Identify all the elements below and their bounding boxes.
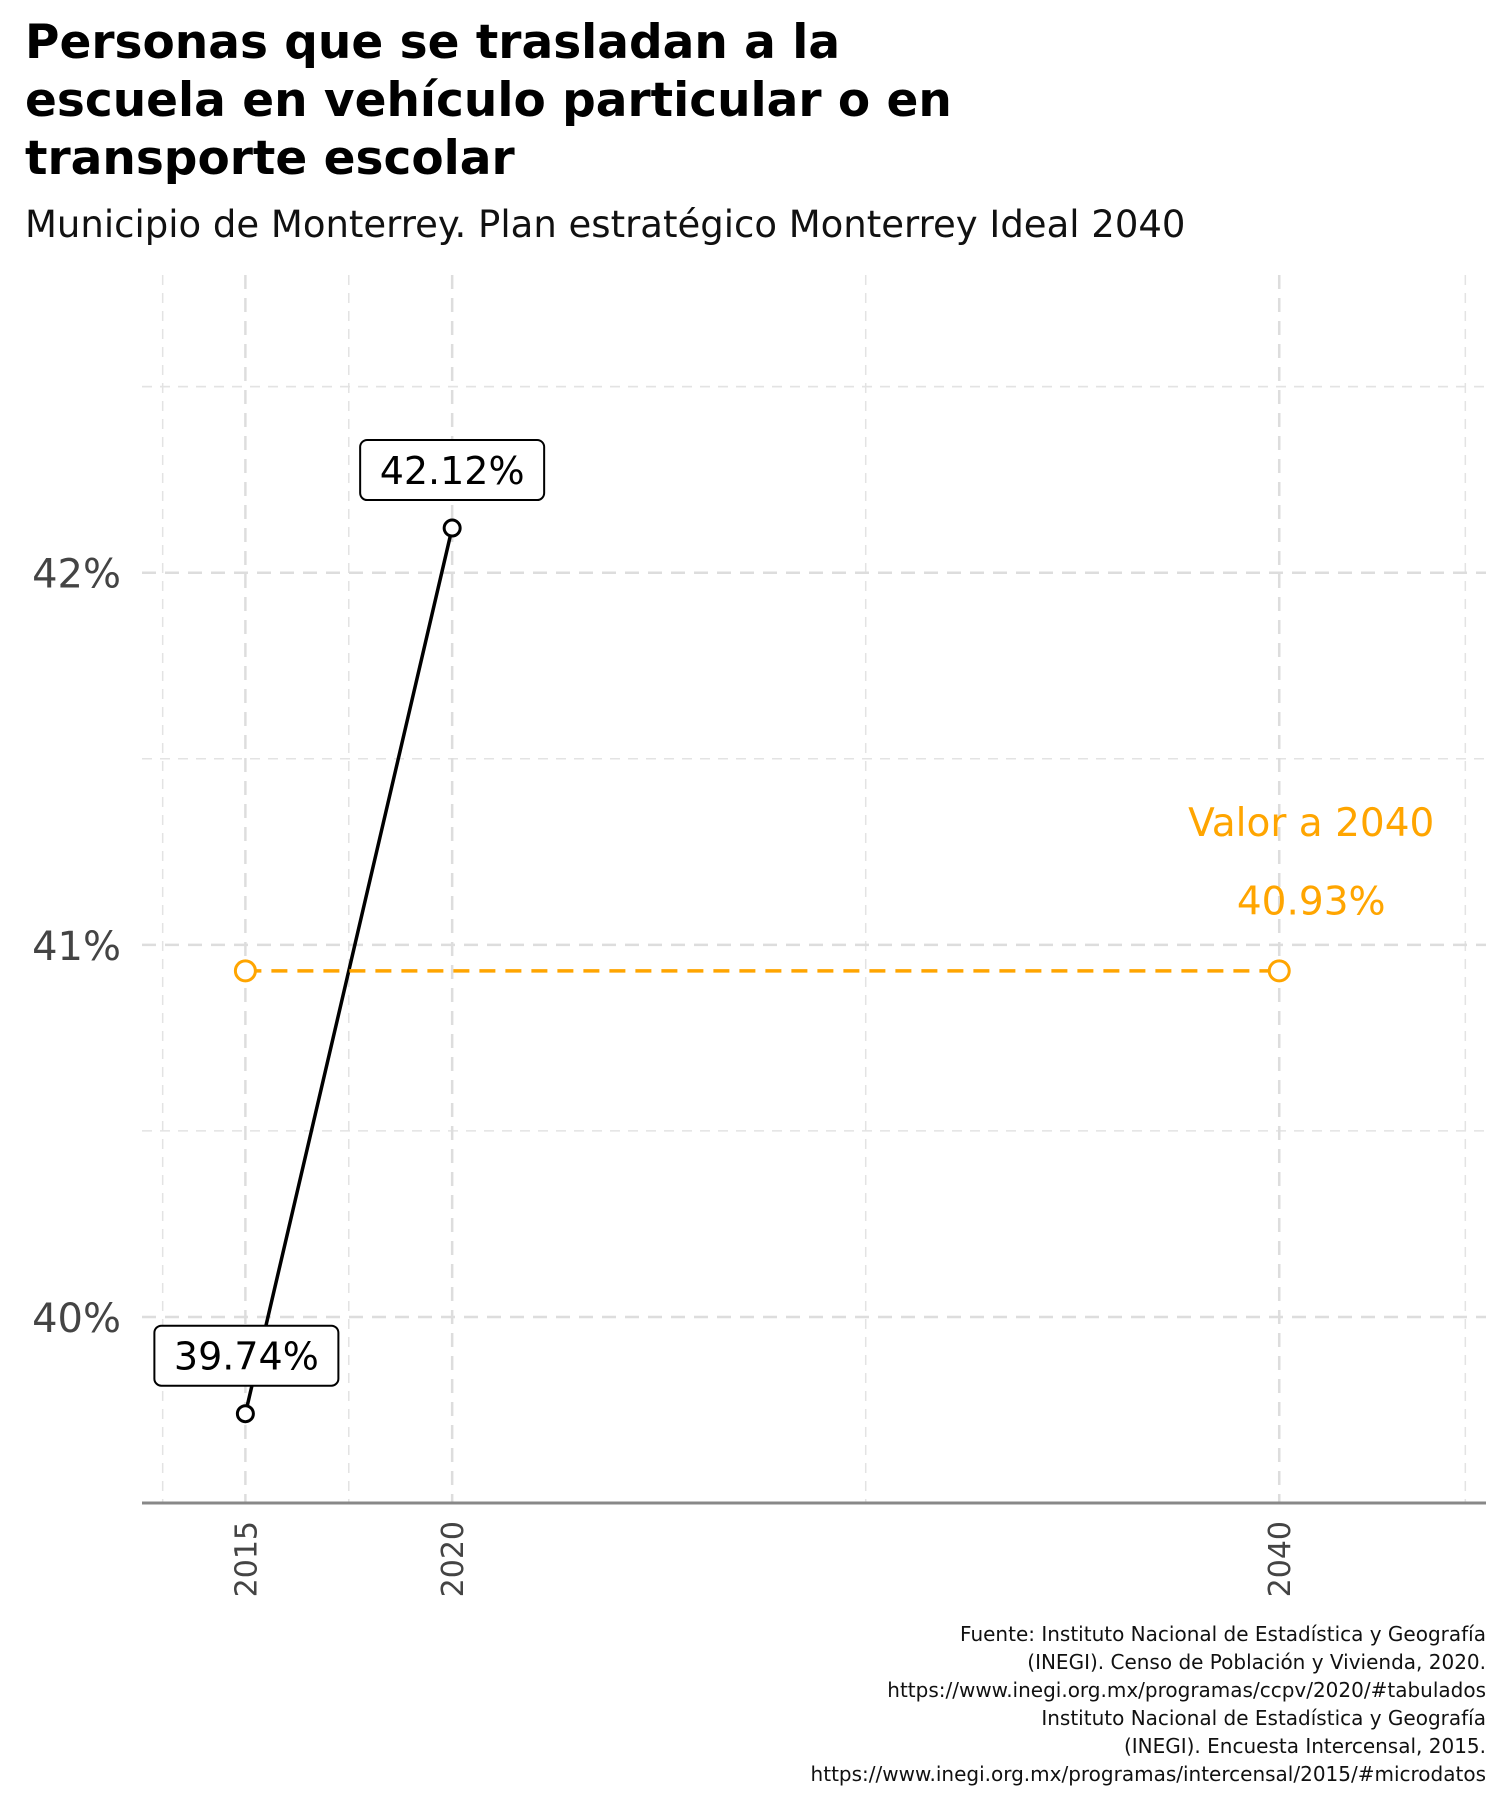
data-label: 39.74% bbox=[174, 1335, 319, 1379]
caption-line: (INEGI). Encuesta Intercensal, 2015. bbox=[1123, 1734, 1486, 1758]
caption-line: https://www.inegi.org.mx/programas/inter… bbox=[810, 1762, 1486, 1786]
caption-line: (INEGI). Censo de Población y Vivienda, … bbox=[1027, 1650, 1486, 1674]
x-tick-label: 2015 bbox=[229, 1521, 264, 1597]
y-tick-label: 42% bbox=[32, 552, 121, 598]
chart-title: Personas que se trasladan a la escuela e… bbox=[25, 14, 1225, 188]
caption-line: Instituto Nacional de Estadística y Geog… bbox=[1041, 1706, 1486, 1730]
target-annotation-label: Valor a 2040 bbox=[1188, 801, 1434, 846]
data-label-box bbox=[153, 1324, 340, 1387]
x-tick-label: 2020 bbox=[436, 1521, 471, 1597]
data-label-box bbox=[359, 439, 546, 502]
caption-line: Fuente: Instituto Nacional de Estadístic… bbox=[960, 1622, 1486, 1646]
target-annotation-value: 40.93% bbox=[1237, 879, 1386, 924]
chart-subtitle: Municipio de Monterrey. Plan estratégico… bbox=[25, 203, 1186, 246]
source-caption: Fuente: Instituto Nacional de Estadístic… bbox=[586, 1620, 1486, 1788]
chart-title-line: Personas que se trasladan a la bbox=[25, 15, 841, 70]
data-point bbox=[442, 518, 462, 538]
chart-title-line: escuela en vehículo particular o en bbox=[25, 73, 952, 128]
target-point bbox=[1267, 959, 1291, 983]
chart-title-line: transporte escolar bbox=[25, 131, 515, 186]
caption-line: https://www.inegi.org.mx/programas/ccpv/… bbox=[887, 1678, 1486, 1702]
observed-series-line bbox=[243, 527, 454, 1415]
data-point bbox=[235, 1404, 255, 1424]
y-tick-label: 40% bbox=[32, 1296, 121, 1342]
data-label: 42.12% bbox=[380, 449, 525, 493]
target-point bbox=[233, 959, 257, 983]
y-tick-label: 41% bbox=[32, 924, 121, 970]
x-tick-label: 2040 bbox=[1263, 1521, 1298, 1597]
